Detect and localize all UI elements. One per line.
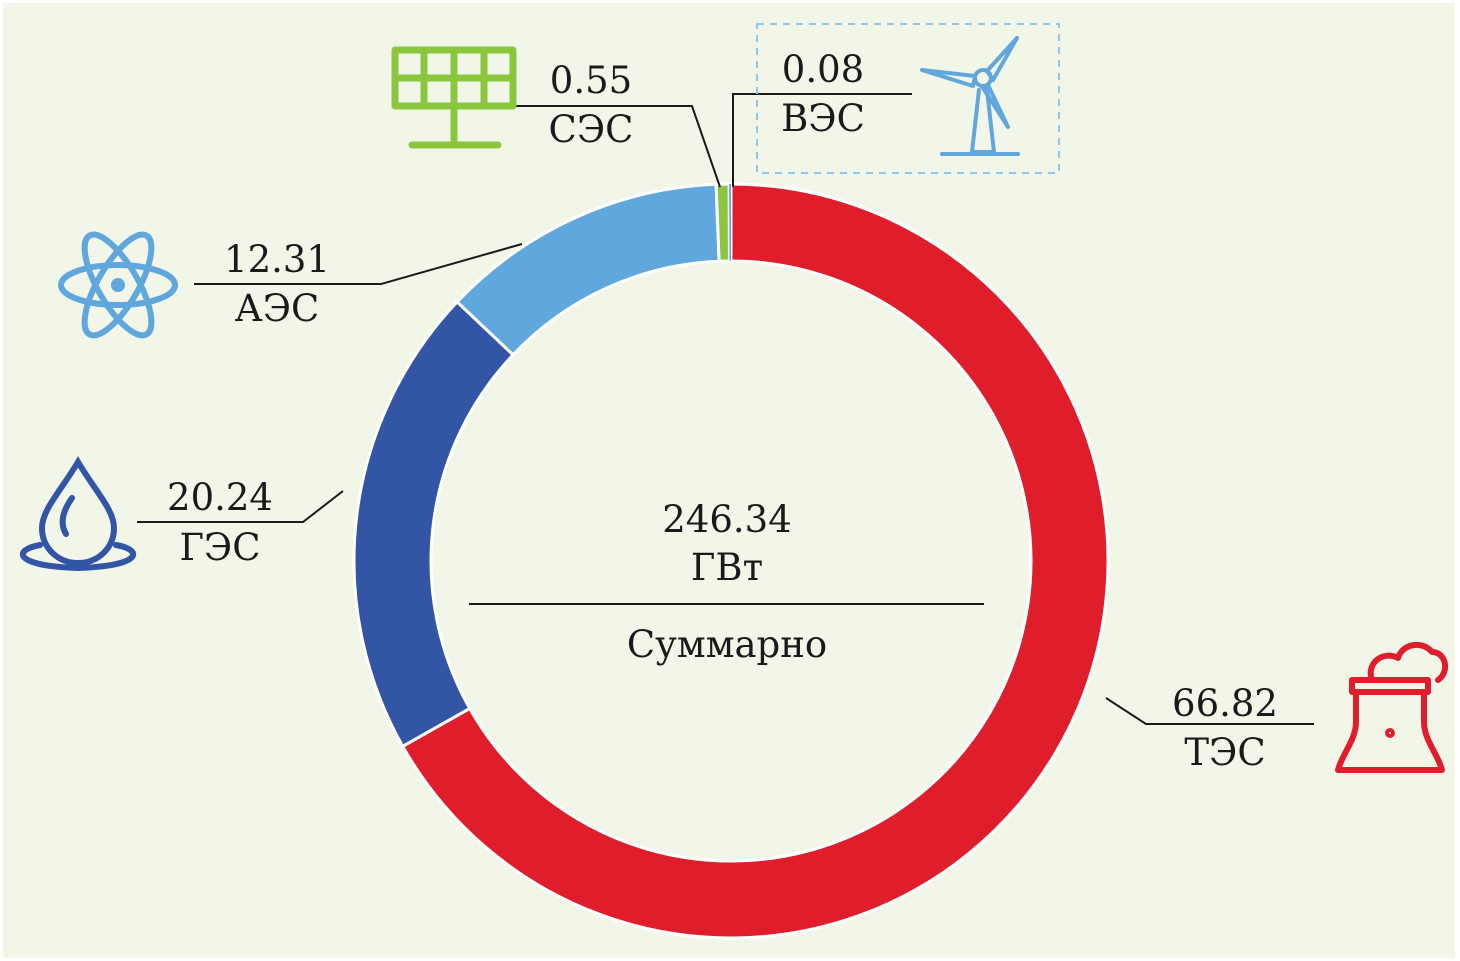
leader-line-ses — [508, 105, 721, 188]
total-caption: Суммарно — [627, 623, 827, 666]
leader-lines — [137, 93, 1314, 725]
solar-panel-icon — [391, 46, 517, 149]
atom-icon — [58, 231, 178, 339]
category-label-ses: СЭС — [549, 108, 634, 151]
leader-line-aes — [194, 243, 523, 285]
donut-segment-4 — [714, 182, 731, 263]
leader-line-ges — [137, 490, 344, 523]
donut-segment-1 — [400, 182, 1110, 940]
category-label-aes: АЭС — [235, 287, 320, 330]
category-label-tes: ТЭС — [1184, 731, 1265, 774]
total-value: 246.34 — [662, 498, 791, 541]
donut-segment-5 — [729, 184, 731, 262]
leader-line-ves — [732, 93, 912, 187]
total-unit: ГВт — [691, 546, 763, 589]
wind-turbine-icon — [920, 36, 1020, 156]
value-label-aes: 12.31 — [224, 238, 330, 281]
thermal-plant-icon — [1335, 641, 1449, 773]
water-drop-icon — [19, 456, 137, 572]
leader-line-tes — [1105, 697, 1314, 725]
donut-segments — [352, 182, 1110, 940]
wind-callout-box — [756, 23, 1060, 174]
category-label-ves: ВЭС — [781, 97, 865, 140]
value-label-ves: 0.08 — [782, 48, 864, 91]
value-label-ges: 20.24 — [167, 476, 273, 519]
category-label-ges: ГЭС — [179, 526, 260, 569]
value-label-ses: 0.55 — [550, 59, 632, 102]
chart-background — [3, 3, 1455, 958]
value-label-tes: 66.82 — [1172, 682, 1278, 725]
